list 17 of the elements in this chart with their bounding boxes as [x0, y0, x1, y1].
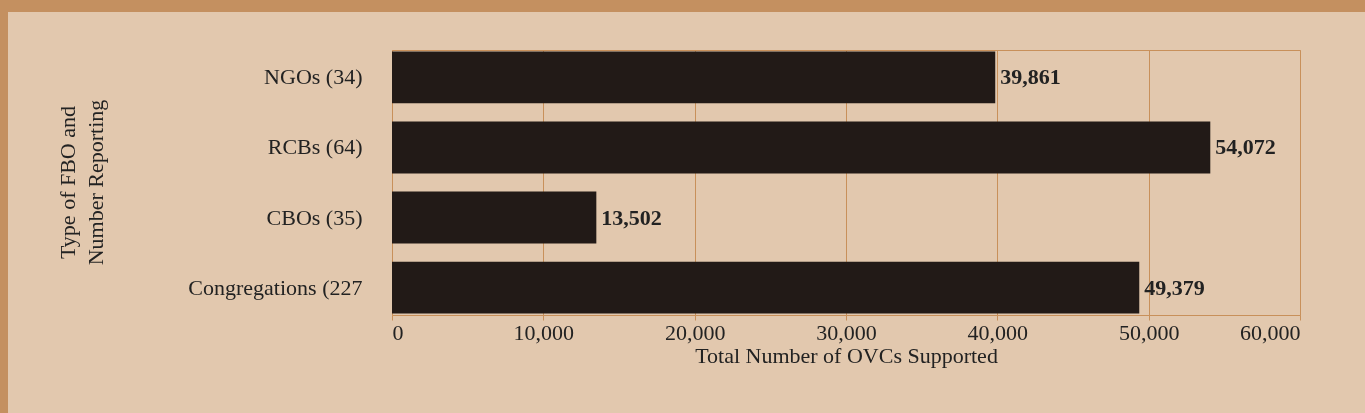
x-tick-label: 30,000 — [816, 319, 877, 345]
data-label: 49,379 — [1144, 274, 1205, 300]
y-tick-label: Congregations (227 — [188, 274, 363, 300]
x-tick-label: 40,000 — [967, 319, 1029, 345]
x-tick-label: 20,000 — [664, 319, 726, 345]
data-label: 39,861 — [1000, 64, 1061, 90]
data-label: 13,502 — [601, 204, 662, 230]
x-tick-label: 10,000 — [513, 319, 575, 345]
x-axis-title: Total Number of OVCs Supported — [695, 342, 998, 368]
y-tick-label: NGOs (34) — [264, 64, 363, 90]
x-tick-label: 0 — [392, 319, 404, 345]
y-axis-title: Type of FBO and Number Reporting — [54, 99, 108, 266]
y-tick-label: RCBs (64) — [267, 134, 363, 160]
y-tick-label: CBOs (35) — [266, 204, 363, 230]
data-label: 54,072 — [1215, 134, 1276, 160]
x-tick-label: 50,000 — [1118, 319, 1180, 345]
x-tick-label: 60,000 — [1240, 319, 1301, 345]
